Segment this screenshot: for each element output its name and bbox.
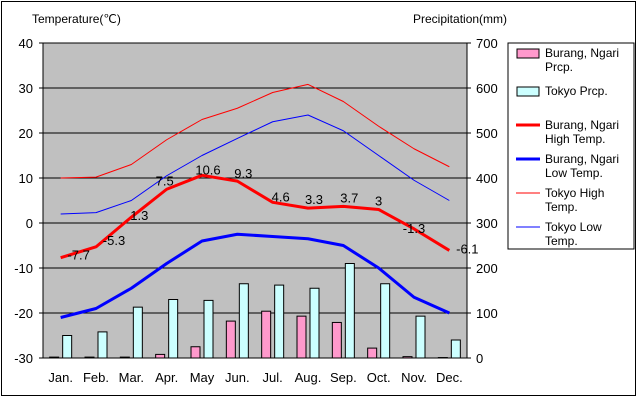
legend-label: Burang, Ngari — [545, 152, 619, 166]
y-right-tick-label: 700 — [476, 36, 498, 51]
bar-burang-prcp — [261, 310, 272, 359]
right-axis-title: Precipitation(mm) — [413, 12, 507, 26]
grid-lines — [43, 87, 467, 314]
x-tick-label: Nov. — [401, 370, 427, 385]
data-label-burang-high: 4.6 — [272, 189, 290, 204]
data-label-burang-high: 3.7 — [340, 190, 358, 205]
legend-label: Burang, Ngari — [545, 118, 619, 132]
bar-tokyo-prcp — [344, 263, 355, 359]
y-right-tick-label: 100 — [476, 306, 498, 321]
bar-burang-prcp — [155, 353, 166, 359]
x-tick-label: Jun. — [225, 370, 250, 385]
left-axis-title: Temperature(℃) — [32, 12, 121, 26]
bar-tokyo-prcp — [274, 284, 285, 359]
data-label-burang-high: -7.7 — [67, 248, 89, 263]
bar-tokyo-prcp — [168, 299, 179, 359]
bar-tokyo-prcp — [380, 283, 391, 359]
legend-label: Prcp. — [545, 60, 573, 74]
x-tick-label: Feb. — [83, 370, 109, 385]
legend-label: Low Temp. — [545, 166, 603, 180]
x-tick-label: Sep. — [330, 370, 357, 385]
bar-tokyo-prcp — [62, 335, 73, 359]
bar-tokyo-prcp — [132, 306, 143, 359]
data-label-burang-high: -5.3 — [103, 233, 125, 248]
y-right-tick-label: 600 — [476, 81, 498, 96]
bar-burang-prcp — [331, 321, 342, 359]
x-tick-label: Oct. — [367, 370, 391, 385]
legend-label: Tokyo High — [545, 186, 604, 200]
bar-burang-prcp — [49, 356, 60, 359]
x-tick-label: Jan. — [48, 370, 73, 385]
bar-burang-prcp — [225, 320, 236, 359]
bar-tokyo-prcp — [238, 283, 249, 359]
data-label-burang-high: 3 — [375, 194, 382, 209]
temp-lines — [60, 83, 451, 319]
x-tick-label: Aug. — [295, 370, 322, 385]
bar-burang-prcp — [296, 315, 307, 359]
line-burang-high — [60, 173, 451, 260]
legend-label: Burang, Ngari — [545, 46, 619, 60]
bar-burang-prcp — [190, 346, 201, 359]
legend-label: Tokyo Low — [545, 220, 602, 234]
y-left-tick-label: -30 — [14, 351, 33, 366]
data-label-burang-high: 9.3 — [234, 166, 252, 181]
y-left-tick-label: -20 — [14, 306, 33, 321]
data-label-burang-high: 1.3 — [130, 208, 148, 223]
y-left-tick-label: -10 — [14, 261, 33, 276]
data-label-burang-high: -6.1 — [456, 241, 478, 256]
legend-label: Tokyo Prcp. — [545, 84, 608, 98]
bar-tokyo-prcp — [203, 299, 214, 359]
y-left-tick-label: 20 — [19, 126, 33, 141]
bar-burang-prcp — [367, 347, 378, 359]
data-label-burang-high: 7.5 — [156, 173, 174, 188]
legend-label: Temp. — [545, 234, 578, 248]
y-left-tick-label: 40 — [19, 36, 33, 51]
x-tick-label: May — [190, 370, 215, 385]
y-left-tick-label: 0 — [26, 216, 33, 231]
data-label-burang-high: 10.6 — [195, 162, 220, 177]
data-label-burang-high: -1.3 — [403, 221, 425, 236]
x-tick-label: Dec. — [436, 370, 463, 385]
legend-box — [507, 42, 635, 250]
legend-label: High Temp. — [545, 132, 605, 146]
bar-burang-prcp — [84, 356, 95, 359]
y-left-tick-label: 30 — [19, 81, 33, 96]
x-tick-label: Jul. — [263, 370, 283, 385]
line-tokyo-high — [60, 83, 450, 179]
data-labels: -7.7 -5.3 1.3 7.5 10.6 9.3 4.6 3.3 3.7 3 -1.3 -6.1 — [67, 162, 478, 262]
bar-tokyo-prcp — [450, 339, 461, 359]
bar-tokyo-prcp — [415, 315, 426, 359]
line-burang-low — [60, 232, 450, 319]
plot-area — [42, 42, 468, 359]
legend-swatch-tokyo-prcp — [516, 86, 540, 97]
x-tick-label: Apr. — [155, 370, 178, 385]
data-label-burang-high: 3.3 — [305, 192, 323, 207]
bar-tokyo-prcp — [309, 287, 320, 359]
y-left-tick-label: 10 — [19, 171, 33, 186]
axes: 403020100-10-20-307006005004003002001000… — [14, 36, 498, 385]
y-right-tick-label: 0 — [476, 351, 483, 366]
precip-bars — [49, 263, 461, 359]
line-tokyo-low — [60, 114, 450, 215]
y-right-tick-label: 400 — [476, 171, 498, 186]
y-right-tick-label: 200 — [476, 261, 498, 276]
bar-burang-prcp — [402, 356, 413, 359]
legend-label: Temp. — [545, 200, 578, 214]
y-right-tick-label: 300 — [476, 216, 498, 231]
bar-burang-prcp — [119, 356, 130, 359]
legend-swatch-burang-prcp — [516, 48, 540, 59]
y-right-tick-label: 500 — [476, 126, 498, 141]
bar-tokyo-prcp — [97, 331, 108, 359]
x-tick-label: Mar. — [119, 370, 144, 385]
